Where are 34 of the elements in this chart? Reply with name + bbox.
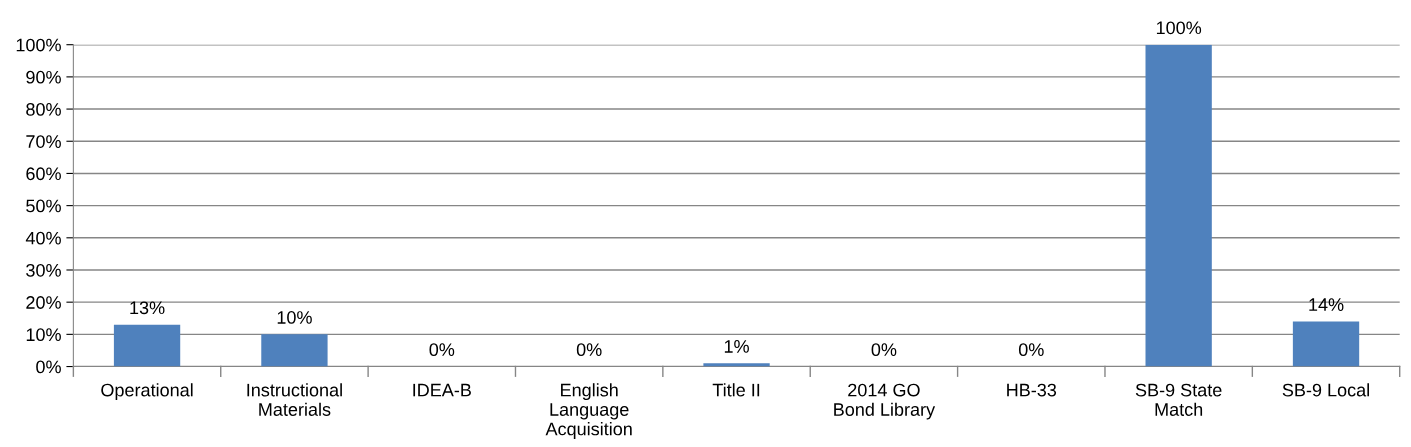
bar [1145,44,1212,367]
y-tick-label: 30% [26,263,61,277]
x-tick-label: 2014 GO Bond Library [834,383,936,420]
x-tick-label: HB-33 [1007,383,1057,397]
y-tick-label: 70% [26,135,61,148]
data-label: 10% [277,311,312,324]
data-label: 1% [724,340,749,353]
y-tick-label: 100% [16,38,61,52]
x-tick-label: SB-9 State Match [1135,383,1222,416]
y-tick-label: 60% [26,167,61,181]
bar [113,324,181,367]
data-label: 0% [871,343,897,357]
data-label: 0% [429,343,455,357]
y-tick-label: 10% [26,328,61,342]
x-tick-label: Title II [712,383,760,397]
data-label: 0% [1018,343,1044,357]
data-label: 13% [130,301,165,315]
bar [703,363,770,367]
y-tick-label: 40% [25,231,61,245]
bar [261,334,328,367]
y-tick-label: 0% [36,360,61,374]
data-label: 0% [576,343,602,357]
x-tick-label: Instructional Materials [247,383,342,416]
x-tick-label: IDEA-B [413,383,471,397]
data-label: 14% [1309,298,1344,311]
y-tick-label: 50% [26,199,61,213]
x-tick-label: Operational [101,383,193,401]
bar [1292,321,1360,367]
y-tick-label: 20% [26,296,61,309]
data-label: 100% [1156,21,1202,35]
y-tick-label: 80% [26,103,61,116]
x-tick-label: SB-9 Local [1282,383,1369,397]
y-tick-label: 90% [26,70,61,84]
x-tick-label: English Language Acquisition [545,383,632,439]
